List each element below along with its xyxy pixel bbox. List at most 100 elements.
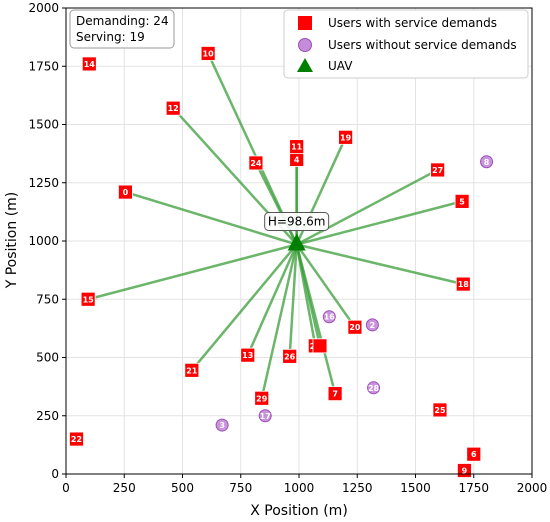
demand-user-label: 6 bbox=[471, 450, 477, 459]
demand-user: 25 bbox=[432, 402, 448, 418]
service-link bbox=[260, 244, 298, 399]
x-axis-title: X Position (m) bbox=[250, 503, 348, 519]
x-tick-label: 1000 bbox=[284, 481, 315, 495]
demand-user: 20 bbox=[347, 319, 363, 335]
demand-user-marker bbox=[118, 184, 133, 200]
demand-user-marker bbox=[282, 348, 298, 364]
demand-user: 4 bbox=[289, 152, 305, 167]
demand-user-label: 12 bbox=[168, 104, 179, 113]
service-link bbox=[254, 162, 298, 246]
non-demand-user-marker bbox=[258, 409, 272, 423]
demand-user-label: 5 bbox=[459, 197, 465, 206]
demand-user: 7 bbox=[327, 386, 343, 402]
non-demand-user-label: 8 bbox=[484, 158, 490, 167]
non-demand-user-label: 17 bbox=[260, 412, 271, 421]
demand-user: 26 bbox=[282, 348, 298, 364]
demand-user-marker bbox=[81, 56, 97, 72]
service-link bbox=[87, 243, 297, 301]
demand-user-marker bbox=[327, 386, 343, 402]
x-tick-label: 2000 bbox=[517, 481, 548, 495]
serving-count: Serving: 19 bbox=[76, 30, 145, 44]
points: 2381617280456791011121314151819202122232… bbox=[69, 46, 494, 478]
demand-user-marker bbox=[454, 193, 470, 209]
y-tick-label: 250 bbox=[36, 409, 59, 423]
y-axis-title: Y Position (m) bbox=[4, 192, 20, 290]
demand-user: 6 bbox=[466, 446, 482, 462]
legend-label-no-demand: Users without service demands bbox=[328, 38, 517, 52]
demand-user-marker bbox=[289, 139, 305, 155]
legend-triangle-marker bbox=[297, 58, 313, 72]
demand-user-marker bbox=[165, 100, 181, 116]
x-tick-label: 500 bbox=[171, 481, 194, 495]
demand-user-label: 20 bbox=[349, 323, 361, 332]
y-tick-label: 2000 bbox=[28, 1, 59, 15]
x-tick-label: 1750 bbox=[458, 481, 489, 495]
demand-user: 27 bbox=[430, 162, 446, 178]
legend: Users with service demands Users without… bbox=[283, 9, 529, 79]
demand-user-marker bbox=[80, 291, 96, 307]
demand-user-label: 11 bbox=[291, 143, 303, 152]
demand-user-label: 22 bbox=[71, 435, 82, 444]
demand-user: 15 bbox=[80, 291, 96, 307]
x-tick-label: 750 bbox=[229, 481, 252, 495]
y-tick-label: 500 bbox=[36, 351, 59, 365]
non-demand-user-label: 2 bbox=[370, 321, 376, 330]
legend-circle-marker bbox=[298, 38, 312, 52]
demand-user: 14 bbox=[81, 56, 97, 72]
y-tick-label: 1750 bbox=[28, 59, 59, 73]
demand-user: 24 bbox=[248, 155, 264, 171]
uav-height-box bbox=[264, 211, 330, 231]
demand-user-label: 25 bbox=[434, 406, 446, 415]
demand-user-label: 9 bbox=[462, 467, 468, 476]
demand-user-marker bbox=[432, 402, 448, 418]
non-demand-user-label: 16 bbox=[324, 313, 336, 322]
service-link bbox=[125, 190, 298, 246]
y-tick-label: 1000 bbox=[28, 234, 59, 248]
demand-user-label: 29 bbox=[256, 394, 268, 403]
demand-user-marker bbox=[254, 390, 270, 406]
uav: H=98.6m bbox=[264, 211, 330, 251]
non-demand-user: 17 bbox=[258, 409, 272, 423]
demand-user-label: 0 bbox=[123, 188, 129, 197]
legend-square-marker bbox=[298, 16, 312, 30]
non-demand-user: 8 bbox=[480, 155, 494, 169]
y-tick-label: 1500 bbox=[28, 118, 59, 132]
demand-user: 18 bbox=[455, 276, 471, 292]
non-demand-user-marker bbox=[367, 381, 381, 395]
demand-user-marker bbox=[466, 446, 482, 462]
demand-user-marker bbox=[69, 431, 84, 447]
demand-user-label: 21 bbox=[186, 366, 198, 375]
info-box: Demanding: 24 Serving: 19 bbox=[69, 9, 175, 49]
demand-user-marker bbox=[248, 155, 264, 171]
demand-user-label: 14 bbox=[84, 60, 96, 69]
demand-user: 13 bbox=[240, 347, 256, 363]
non-demand-user: 3 bbox=[215, 418, 229, 432]
x-tick-label: 1250 bbox=[342, 481, 373, 495]
service-link bbox=[296, 168, 439, 246]
uav-marker bbox=[287, 233, 306, 251]
demand-user-label: 4 bbox=[294, 155, 300, 164]
y-tick-label: 0 bbox=[51, 467, 59, 481]
demand-user-label: 24 bbox=[250, 159, 262, 168]
non-demand-user-label: 28 bbox=[368, 384, 380, 393]
demand-user: 10 bbox=[200, 46, 216, 61]
demand-user: 29 bbox=[254, 390, 270, 406]
demand-user-marker bbox=[338, 129, 354, 145]
non-demand-user-marker bbox=[215, 418, 229, 432]
service-link bbox=[246, 243, 298, 356]
ticks: 0 250 500 750 1000 1250 1500 1750 20000250500750… bbox=[28, 1, 547, 495]
non-demand-user-marker bbox=[480, 155, 494, 169]
non-demand-user: 2 bbox=[365, 318, 379, 332]
non-demand-user-marker bbox=[322, 310, 336, 324]
service-link bbox=[296, 243, 464, 286]
demand-user-marker bbox=[347, 319, 363, 335]
legend-label-demand: Users with service demands bbox=[328, 16, 497, 30]
demand-user: 5 bbox=[454, 193, 470, 209]
non-demand-user-label: 3 bbox=[219, 421, 225, 430]
demand-user-label: 13 bbox=[242, 351, 253, 360]
demand-user: 11 bbox=[289, 139, 305, 155]
demanding-count: Demanding: 24 bbox=[76, 14, 169, 28]
demand-user-marker bbox=[200, 46, 216, 61]
non-demand-user-marker bbox=[365, 318, 379, 332]
